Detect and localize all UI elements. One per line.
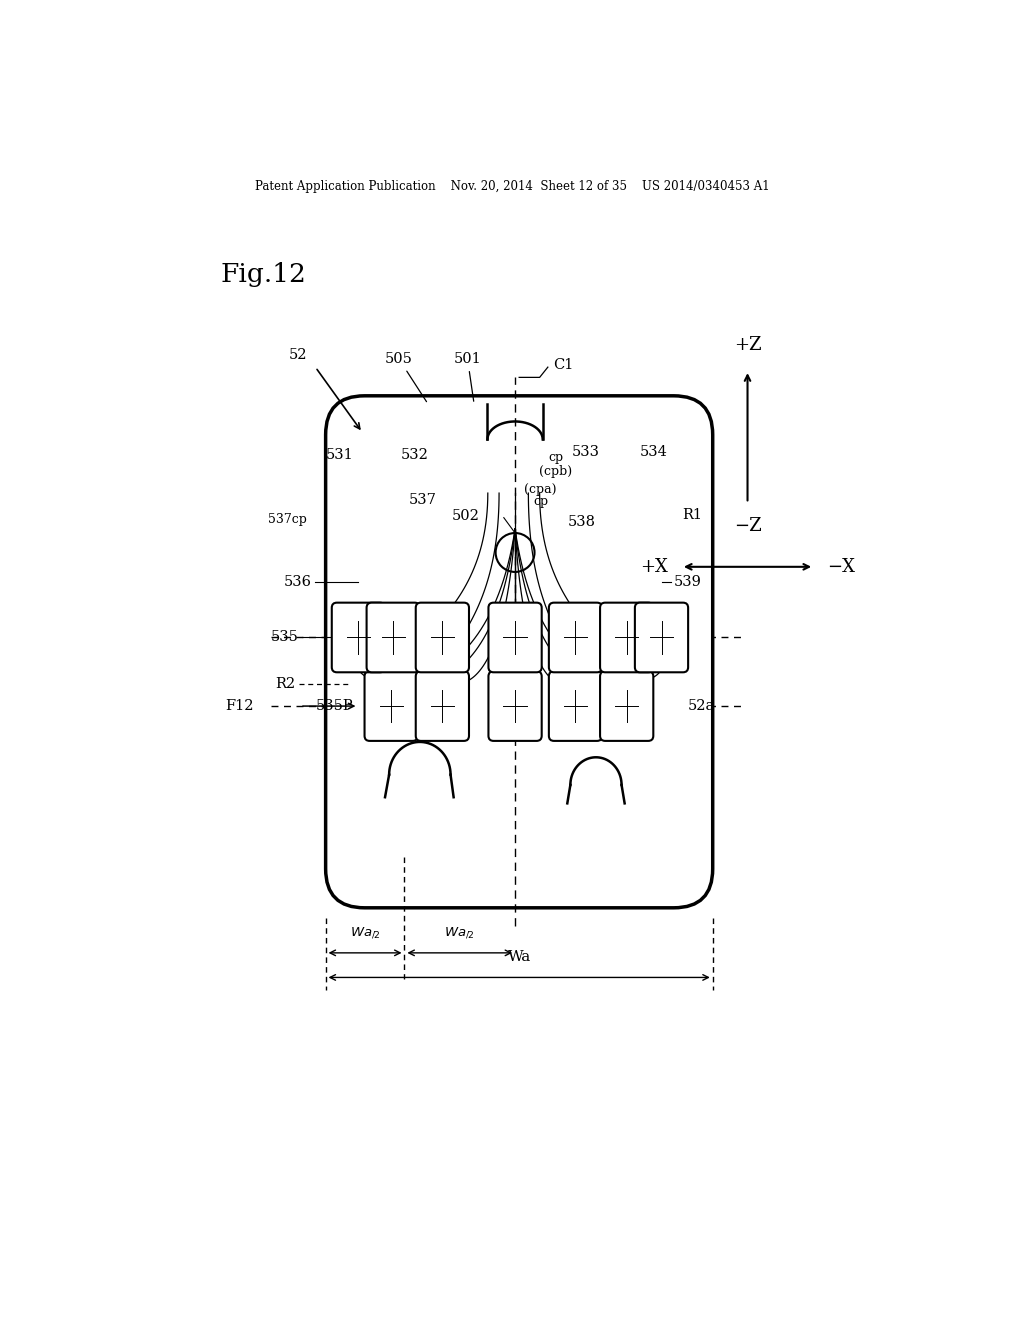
Text: 537cp: 537cp xyxy=(268,513,307,527)
Text: 505: 505 xyxy=(385,352,427,401)
Text: cp: cp xyxy=(534,495,548,508)
FancyBboxPatch shape xyxy=(549,672,602,741)
Text: −Z: −Z xyxy=(733,516,762,535)
FancyBboxPatch shape xyxy=(367,603,420,672)
Text: Wa: Wa xyxy=(508,950,530,964)
Text: Patent Application Publication    Nov. 20, 2014  Sheet 12 of 35    US 2014/03404: Patent Application Publication Nov. 20, … xyxy=(255,181,769,194)
FancyBboxPatch shape xyxy=(488,603,542,672)
Text: R2: R2 xyxy=(274,677,295,690)
Text: 52a: 52a xyxy=(688,700,716,713)
Text: 531: 531 xyxy=(326,449,354,462)
Text: 52: 52 xyxy=(289,348,307,362)
FancyBboxPatch shape xyxy=(365,672,418,741)
FancyBboxPatch shape xyxy=(600,603,653,672)
FancyBboxPatch shape xyxy=(600,672,653,741)
Text: 538: 538 xyxy=(567,515,595,529)
Text: +X: +X xyxy=(640,558,668,576)
FancyBboxPatch shape xyxy=(332,603,385,672)
Text: 539: 539 xyxy=(674,576,701,589)
Text: 535P: 535P xyxy=(315,700,353,713)
Text: Fig.12: Fig.12 xyxy=(220,263,306,288)
FancyBboxPatch shape xyxy=(549,603,602,672)
Text: F12: F12 xyxy=(225,700,254,713)
Text: 534: 534 xyxy=(639,445,668,459)
Text: 535: 535 xyxy=(271,631,299,644)
FancyBboxPatch shape xyxy=(488,672,542,741)
Text: 537: 537 xyxy=(409,494,437,507)
Text: 533: 533 xyxy=(571,445,600,459)
Text: (cpa): (cpa) xyxy=(524,483,557,496)
FancyBboxPatch shape xyxy=(635,603,688,672)
Text: R1: R1 xyxy=(682,508,702,521)
FancyBboxPatch shape xyxy=(326,396,713,908)
Text: 532: 532 xyxy=(400,449,429,462)
Text: 536: 536 xyxy=(284,576,311,589)
Text: C1: C1 xyxy=(553,358,573,372)
FancyBboxPatch shape xyxy=(416,603,469,672)
FancyBboxPatch shape xyxy=(416,672,469,741)
Text: (cpb): (cpb) xyxy=(540,465,572,478)
Text: +Z: +Z xyxy=(734,335,761,354)
Text: −X: −X xyxy=(827,558,855,576)
Text: 502: 502 xyxy=(452,508,479,523)
Text: cp: cp xyxy=(549,451,563,465)
Text: $Wa_{/2}$: $Wa_{/2}$ xyxy=(349,925,381,940)
Text: 501: 501 xyxy=(454,352,481,401)
Text: $Wa_{/2}$: $Wa_{/2}$ xyxy=(444,925,475,940)
